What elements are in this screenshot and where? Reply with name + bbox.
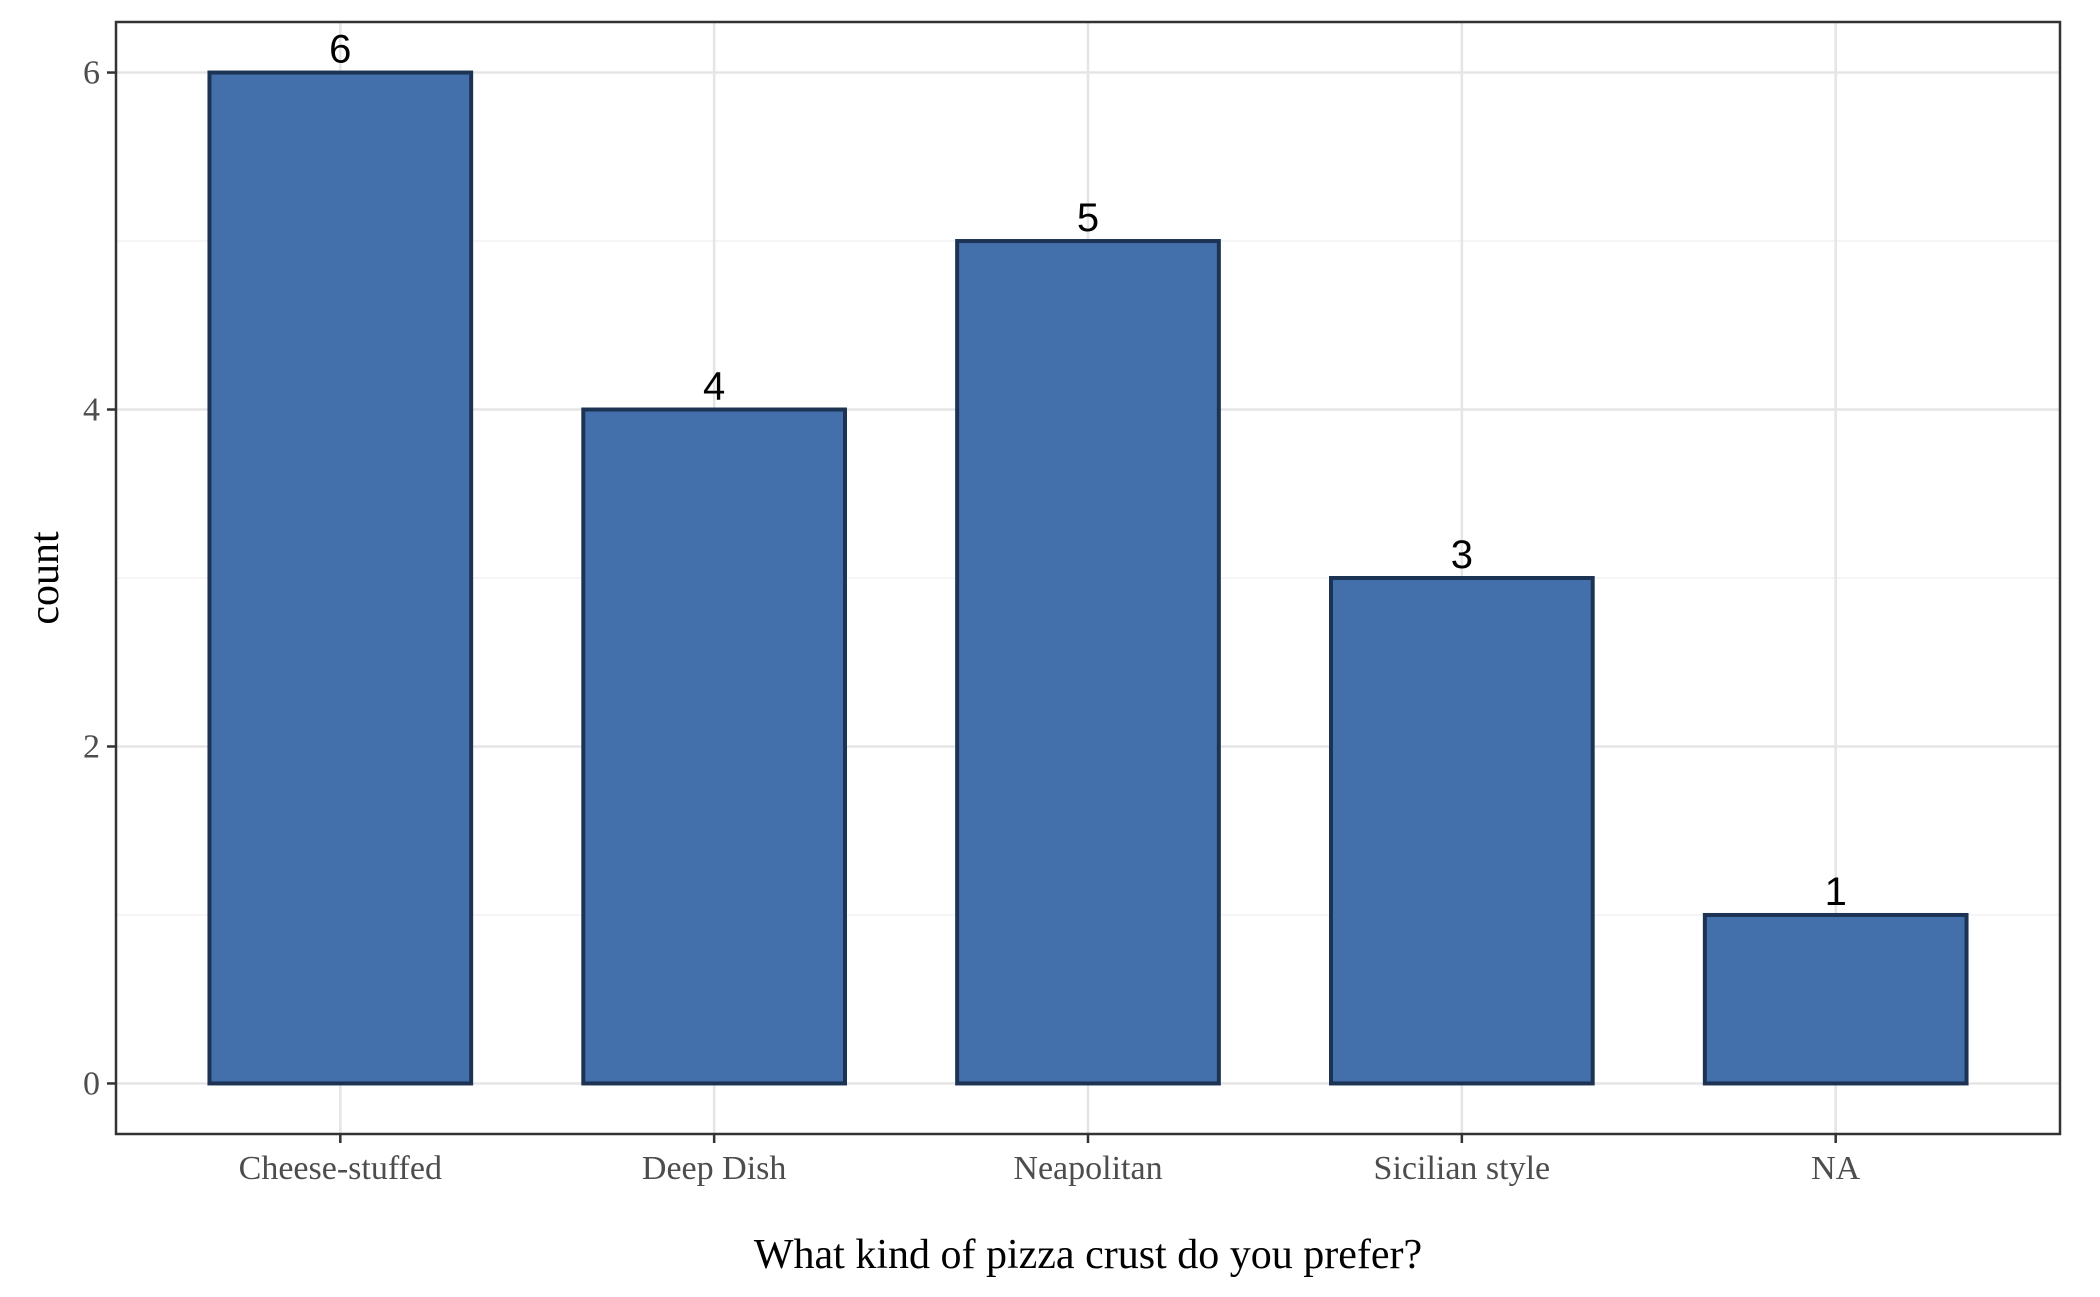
bar-sicilian-style — [1329, 576, 1595, 1086]
x-tick-label: NA — [1811, 1150, 1861, 1187]
x-axis: Cheese-stuffed Deep Dish Neapolitan Sicilia… — [239, 1134, 1861, 1187]
bars — [207, 70, 1969, 1086]
x-tick-label: Sicilian style — [1374, 1150, 1551, 1187]
y-tick-label: 6 — [83, 55, 100, 92]
x-tick-label: Cheese-stuffed — [239, 1150, 442, 1187]
data-label: 1 — [1825, 870, 1847, 914]
bar-neapolitan — [955, 239, 1221, 1086]
y-axis-title: count — [22, 531, 68, 625]
bar-deep-dish — [581, 407, 847, 1086]
data-label: 6 — [329, 28, 351, 72]
data-label: 3 — [1451, 533, 1473, 577]
y-tick-label: 2 — [83, 728, 100, 765]
data-label: 5 — [1077, 196, 1099, 240]
y-tick-label: 0 — [83, 1065, 100, 1102]
bar-na — [1702, 912, 1969, 1086]
y-axis: 0 2 4 6 — [83, 55, 116, 1102]
data-labels: 6 4 5 3 1 — [329, 28, 1847, 914]
y-tick-label: 4 — [83, 392, 100, 429]
x-tick-label: Neapolitan — [1013, 1150, 1162, 1187]
x-axis-title: What kind of pizza crust do you prefer? — [754, 1232, 1422, 1278]
x-tick-label: Deep Dish — [642, 1150, 786, 1187]
bar-cheese-stuffed — [207, 70, 474, 1086]
data-label: 4 — [703, 365, 725, 409]
